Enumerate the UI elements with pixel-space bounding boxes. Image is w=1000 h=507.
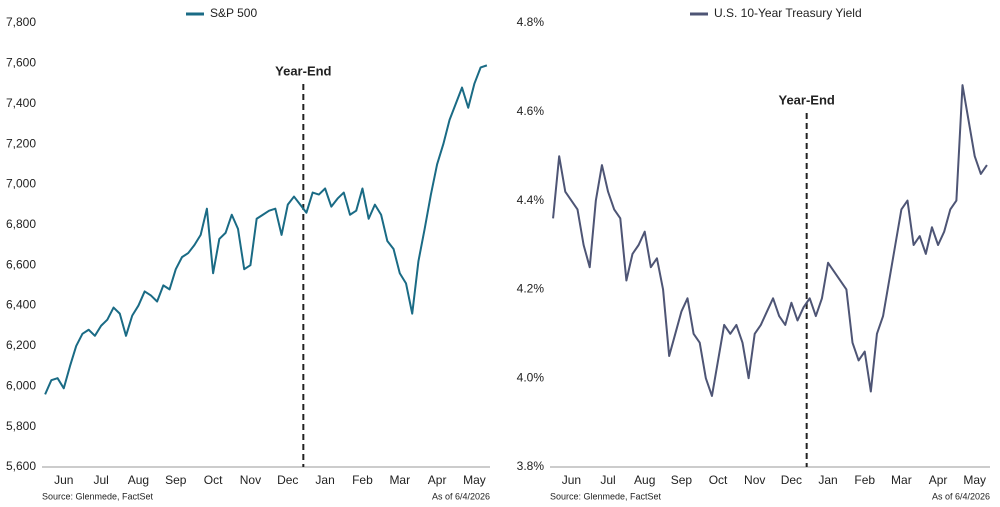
x-tick-label: Apr — [428, 473, 447, 487]
y-tick-label: 4.6% — [517, 104, 545, 118]
x-tick-label: Apr — [929, 473, 948, 487]
series-line — [44, 64, 488, 395]
y-tick-label: 6,600 — [6, 257, 36, 271]
x-tick-label: Jul — [93, 473, 108, 487]
y-tick-label: 5,600 — [6, 459, 36, 473]
y-tick-label: 7,000 — [6, 177, 36, 191]
x-tick-label: Jan — [818, 473, 837, 487]
y-tick-label: 6,200 — [6, 338, 36, 352]
x-tick-label: Nov — [744, 473, 765, 487]
x-tick-label: Oct — [204, 473, 223, 487]
x-tick-label: Jun — [54, 473, 73, 487]
legend-label: U.S. 10-Year Treasury Yield — [714, 6, 862, 20]
x-tick-label: Aug — [128, 473, 149, 487]
y-tick-label: 7,200 — [6, 136, 36, 150]
x-tick-label: Sep — [165, 473, 187, 487]
x-tick-label: Aug — [634, 473, 655, 487]
y-tick-label: 7,800 — [6, 15, 36, 29]
x-tick-label: Sep — [671, 473, 693, 487]
legend-label: S&P 500 — [210, 6, 257, 20]
y-tick-label: 4.8% — [517, 15, 545, 29]
x-tick-label: Mar — [389, 473, 410, 487]
y-tick-label: 7,400 — [6, 96, 36, 110]
x-tick-label: Jul — [600, 473, 615, 487]
x-tick-label: Feb — [854, 473, 875, 487]
x-tick-label: Dec — [781, 473, 802, 487]
annotation: Year-End — [778, 92, 834, 107]
x-tick-label: Feb — [352, 473, 373, 487]
note: As of 6/4/2026 — [432, 491, 490, 501]
source: Source: Glenmede, FactSet — [42, 491, 154, 501]
y-tick-label: 4.0% — [517, 370, 545, 384]
x-tick-label: Oct — [709, 473, 728, 487]
x-tick-label: Dec — [277, 473, 298, 487]
source: Source: Glenmede, FactSet — [550, 491, 662, 501]
x-tick-label: Jun — [562, 473, 581, 487]
y-tick-label: 6,000 — [6, 378, 36, 392]
y-tick-label: 4.4% — [517, 193, 545, 207]
y-tick-label: 4.2% — [517, 282, 545, 296]
x-tick-label: Jan — [315, 473, 334, 487]
x-tick-label: Nov — [240, 473, 261, 487]
note: As of 6/4/2026 — [932, 491, 990, 501]
y-tick-label: 6,800 — [6, 217, 36, 231]
y-tick-label: 7,600 — [6, 56, 36, 70]
series-line — [552, 84, 988, 397]
y-tick-label: 5,800 — [6, 419, 36, 433]
x-tick-label: May — [463, 473, 486, 487]
y-tick-label: 3.8% — [517, 459, 545, 473]
x-tick-label: May — [963, 473, 986, 487]
y-tick-label: 6,400 — [6, 298, 36, 312]
annotation: Year-End — [275, 63, 331, 78]
x-tick-label: Mar — [891, 473, 912, 487]
